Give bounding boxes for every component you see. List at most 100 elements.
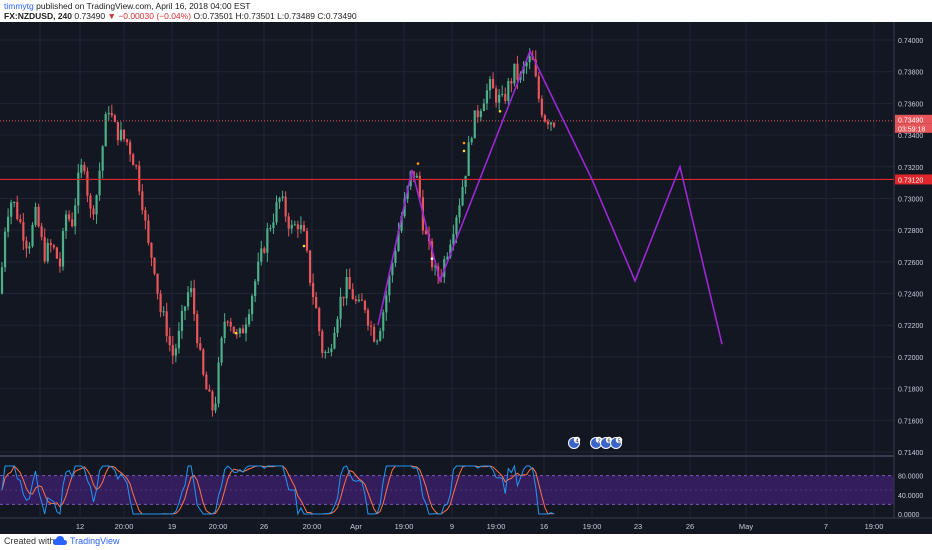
candle-body bbox=[537, 76, 540, 99]
level-price-tag bbox=[895, 174, 932, 185]
candle-body bbox=[95, 195, 98, 215]
time-axis-label: May bbox=[739, 522, 753, 531]
candle-body bbox=[318, 308, 321, 332]
candle-body bbox=[324, 352, 327, 354]
candle-body bbox=[388, 275, 391, 296]
harmonic-projection-line[interactable] bbox=[377, 49, 723, 345]
candle-body bbox=[552, 122, 556, 127]
candle-body bbox=[153, 257, 156, 274]
candle-body bbox=[312, 282, 315, 297]
candle-body bbox=[223, 321, 226, 338]
time-axis-label: 26 bbox=[686, 522, 694, 531]
tradingview-brand[interactable]: TradingView bbox=[70, 536, 120, 546]
time-axis-label: 12 bbox=[76, 522, 84, 531]
candle-body bbox=[247, 314, 251, 325]
footer: Created with TradingView bbox=[0, 534, 932, 550]
candle-body bbox=[34, 206, 37, 225]
low-value: 0.73489 bbox=[284, 11, 315, 21]
candle-body bbox=[147, 220, 150, 243]
signal-dot bbox=[302, 244, 306, 248]
signal-dot bbox=[462, 141, 466, 145]
candle-body bbox=[7, 216, 10, 232]
event-marker-count-badge bbox=[573, 436, 581, 444]
time-axis-label: 7 bbox=[824, 522, 828, 531]
candle-body bbox=[113, 115, 116, 122]
stochastic-k-line bbox=[1, 464, 555, 516]
candle-body bbox=[68, 214, 71, 220]
candle-body bbox=[46, 242, 49, 262]
price-tick-label: 0.71800 bbox=[898, 387, 923, 394]
candle-body bbox=[534, 59, 537, 77]
candle-body bbox=[498, 94, 501, 103]
candle-body bbox=[129, 142, 132, 155]
candle-body bbox=[434, 266, 437, 268]
candle-body bbox=[504, 93, 507, 101]
candle-body bbox=[25, 240, 28, 249]
event-marker-count: 6 bbox=[607, 439, 610, 445]
price-chart[interactable]: 0.74000 0.73800 0.73600 0.73400 0.73200 0.730… bbox=[0, 22, 932, 534]
candle-body bbox=[107, 112, 110, 115]
price-tick-label: 0.72200 bbox=[898, 323, 923, 330]
candle-body bbox=[366, 310, 370, 326]
signal-dot bbox=[498, 110, 502, 113]
candle-body bbox=[354, 299, 357, 302]
candle-body bbox=[37, 206, 40, 227]
candle-body bbox=[488, 78, 492, 91]
candle-body bbox=[3, 231, 7, 268]
candle-body bbox=[360, 299, 363, 301]
candle-body bbox=[394, 250, 397, 264]
candle-body bbox=[430, 241, 434, 268]
candle-body bbox=[211, 391, 214, 411]
candle-body bbox=[13, 202, 16, 204]
candle-body bbox=[287, 216, 290, 229]
candle-body bbox=[229, 321, 232, 327]
candle-body bbox=[330, 348, 333, 353]
candle-body bbox=[345, 277, 348, 299]
close-value: 0.73490 bbox=[325, 11, 357, 21]
candle-body bbox=[80, 164, 83, 173]
candle-body bbox=[464, 175, 467, 187]
candle-body bbox=[476, 110, 479, 118]
candle-body bbox=[177, 330, 180, 349]
candle-body bbox=[238, 328, 241, 334]
candle-body bbox=[470, 138, 473, 143]
signal-dot bbox=[234, 331, 238, 335]
candle-body bbox=[141, 191, 144, 211]
candle-body bbox=[290, 224, 293, 229]
candle-body bbox=[202, 349, 205, 375]
author-link[interactable]: timmytg bbox=[4, 1, 34, 11]
candle-body bbox=[135, 165, 138, 167]
time-axis-background bbox=[0, 518, 932, 534]
candle-body bbox=[125, 139, 129, 143]
candle-body bbox=[220, 337, 223, 363]
candle-body bbox=[71, 219, 74, 227]
time-axis-label: 16 bbox=[540, 522, 548, 531]
candle-body bbox=[293, 224, 296, 226]
publish-info: timmytg published on TradingView.com, Ap… bbox=[4, 1, 251, 11]
candle-body bbox=[446, 256, 449, 260]
candle-body bbox=[278, 198, 281, 203]
candle-body bbox=[89, 195, 92, 209]
stochastic-tick-label: 40.0000 bbox=[898, 493, 923, 500]
time-axis-label: 20:00 bbox=[115, 522, 134, 531]
candle-body bbox=[452, 234, 455, 245]
symbol-label[interactable]: FX:NZDUSD, 240 bbox=[4, 11, 73, 21]
time-axis-label: 23 bbox=[634, 522, 642, 531]
candle-body bbox=[455, 217, 458, 235]
candle-body bbox=[458, 205, 461, 218]
price-tick-label: 0.73400 bbox=[898, 133, 923, 140]
price-tick-label: 0.72600 bbox=[898, 260, 923, 267]
chart-header: timmytg published on TradingView.com, Ap… bbox=[0, 0, 932, 22]
candle-body bbox=[379, 330, 382, 341]
candle-body bbox=[40, 226, 43, 238]
high-value: 0.73501 bbox=[244, 11, 275, 21]
countdown-tag-text: 03:59:18 bbox=[898, 126, 925, 133]
chart-area[interactable]: 0.74000 0.73800 0.73600 0.73400 0.73200 0.730… bbox=[0, 22, 932, 534]
candle-body bbox=[64, 214, 68, 232]
price-axis-background bbox=[894, 22, 932, 534]
candle-body bbox=[190, 288, 193, 293]
signal-dot bbox=[416, 162, 420, 165]
candle-body bbox=[254, 281, 257, 297]
price-tick-label: 0.72000 bbox=[898, 355, 923, 362]
stochastic-tick-label: 0.0000 bbox=[898, 512, 920, 519]
